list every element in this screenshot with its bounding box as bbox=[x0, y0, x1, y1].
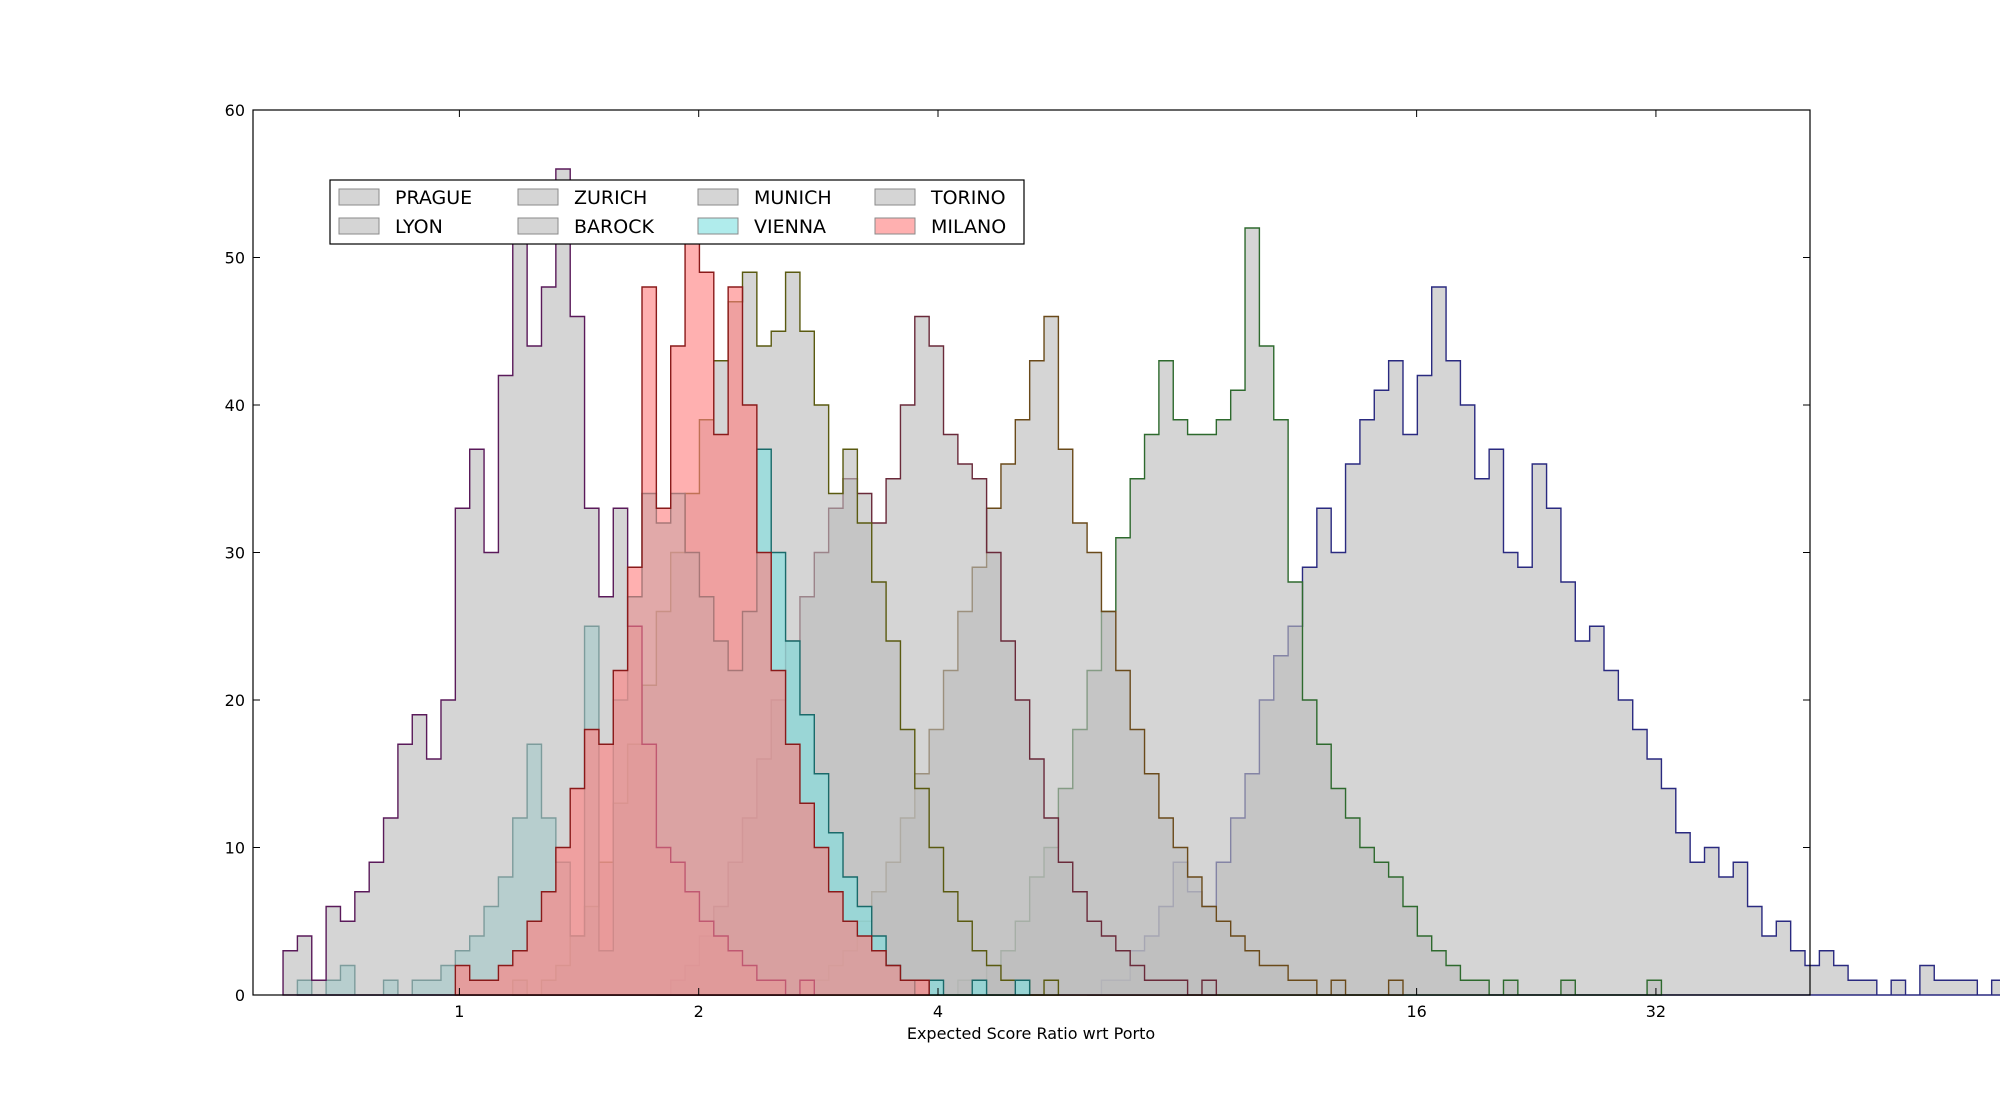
histogram-bars bbox=[282, 168, 2000, 996]
y-tick-label: 60 bbox=[225, 101, 245, 120]
legend-label: MUNICH bbox=[754, 187, 832, 209]
axis-ticks: 1 2 4 16 32 0 10 20 30 40 50 60 bbox=[225, 101, 1810, 1021]
x-tick-label: 1 bbox=[454, 1002, 464, 1021]
x-tick-label: 16 bbox=[1406, 1002, 1426, 1021]
legend-item-zurich: ZURICH bbox=[517, 187, 647, 209]
x-tick-label: 4 bbox=[933, 1002, 943, 1021]
legend-label: PRAGUE bbox=[395, 187, 472, 209]
legend-item-munich: MUNICH bbox=[697, 187, 832, 209]
legend-swatch bbox=[517, 217, 559, 235]
y-tick-label: 0 bbox=[235, 986, 245, 1005]
y-tick-label: 40 bbox=[225, 396, 245, 415]
y-tick-label: 30 bbox=[225, 544, 245, 563]
x-tick-label: 32 bbox=[1646, 1002, 1666, 1021]
legend-label: BAROCK bbox=[574, 216, 654, 238]
legend-item-vienna: VIENNA bbox=[697, 216, 826, 238]
legend-item-lyon: LYON bbox=[338, 216, 443, 238]
legend-swatch bbox=[874, 188, 916, 206]
legend-swatch bbox=[338, 217, 380, 235]
legend-label: VIENNA bbox=[754, 216, 826, 238]
legend-label: MILANO bbox=[931, 216, 1006, 238]
x-tick-label: 2 bbox=[694, 1002, 704, 1021]
legend: PRAGUE LYON ZURICH BAROCK MUNICH VIENNA TORINO… bbox=[329, 179, 1025, 245]
legend-swatch bbox=[697, 188, 739, 206]
legend-item-prague: PRAGUE bbox=[338, 187, 472, 209]
legend-item-torino: TORINO bbox=[874, 187, 1006, 209]
legend-label: ZURICH bbox=[574, 187, 647, 209]
legend-swatch bbox=[697, 217, 739, 235]
legend-swatch bbox=[338, 188, 380, 206]
legend-item-milano: MILANO bbox=[874, 216, 1006, 238]
y-tick-label: 20 bbox=[225, 691, 245, 710]
legend-item-barock: BAROCK bbox=[517, 216, 654, 238]
y-tick-label: 50 bbox=[225, 249, 245, 268]
legend-swatch bbox=[517, 188, 559, 206]
x-axis-label: Expected Score Ratio wrt Porto bbox=[907, 1024, 1155, 1043]
legend-label: TORINO bbox=[930, 187, 1006, 209]
legend-label: LYON bbox=[395, 216, 443, 238]
y-tick-label: 10 bbox=[225, 839, 245, 858]
legend-swatch bbox=[874, 217, 916, 235]
